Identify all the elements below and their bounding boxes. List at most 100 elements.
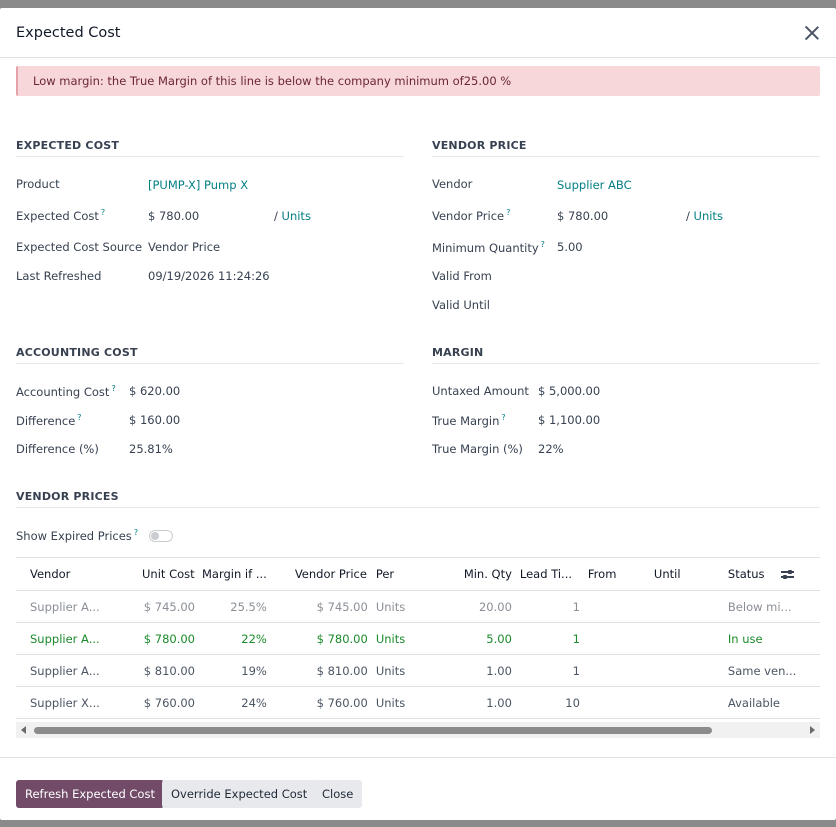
help-icon[interactable]: ?: [111, 384, 116, 393]
true-margin-pct-value: 22%: [538, 442, 564, 456]
cost-source-label: Expected Cost Source: [16, 240, 143, 254]
cell-vendor: Supplier X...: [16, 686, 124, 719]
override-expected-cost-button[interactable]: Override Expected Cost: [162, 780, 317, 808]
difference-pct-value: 25.81%: [129, 442, 173, 456]
cell-until: [653, 590, 728, 623]
cell-lead-time: 1: [511, 654, 580, 687]
cell-vendor-price: $ 780.00: [266, 622, 368, 655]
cell-margin: 24%: [195, 686, 267, 719]
vendor-price-value: $ 780.00: [557, 209, 609, 223]
column-settings-icon[interactable]: [780, 569, 794, 580]
cell-lead-time: 1: [511, 622, 580, 655]
cell-margin: 22%: [195, 622, 267, 655]
col-vendor-price[interactable]: Vendor Price: [266, 557, 368, 591]
true-margin-pct-label: True Margin (%): [432, 442, 523, 456]
cell-lead-time: 1: [511, 590, 580, 623]
vendor-price-label: Vendor Price?: [432, 208, 511, 223]
scroll-right-icon[interactable]: [810, 726, 815, 734]
col-lead-time[interactable]: Lead Ti...: [511, 557, 580, 591]
cell-vendor: Supplier A...: [16, 654, 124, 687]
cell-from: [579, 686, 654, 719]
dialog-title: Expected Cost: [16, 24, 121, 41]
table-row[interactable]: Supplier A... $ 745.00 25.5% $ 745.00 Un…: [16, 590, 820, 623]
show-expired-toggle[interactable]: [149, 530, 173, 542]
cell-until: [653, 622, 728, 655]
section-vendor-price: VENDOR PRICE: [432, 139, 820, 157]
dialog-footer: Refresh Expected Cost Override Expected …: [0, 757, 836, 812]
col-per[interactable]: Per: [367, 557, 464, 591]
vendor-link[interactable]: Supplier ABC: [557, 178, 632, 192]
help-icon[interactable]: ?: [100, 208, 106, 217]
valid-from-label: Valid From: [432, 269, 492, 283]
table-row[interactable]: Supplier X... $ 760.00 24% $ 760.00 Unit…: [16, 686, 820, 719]
cell-status: Available: [727, 686, 820, 719]
last-refreshed-value: 09/19/2026 11:24:26: [148, 269, 270, 283]
refresh-expected-cost-button[interactable]: Refresh Expected Cost: [16, 780, 164, 808]
col-until[interactable]: Until: [653, 557, 728, 591]
accounting-cost-label: Accounting Cost?: [16, 384, 116, 399]
cell-min-qty: 1.00: [463, 654, 512, 687]
cell-per: Units: [367, 654, 464, 687]
section-accounting-cost: ACCOUNTING COST: [16, 346, 404, 364]
cell-vendor-price: $ 745.00: [266, 590, 368, 623]
true-margin-value: $ 1,100.00: [538, 413, 601, 427]
cell-vendor-price: $ 810.00: [266, 654, 368, 687]
cost-source-value: Vendor Price: [148, 240, 221, 254]
cell-unit-cost: $ 745.00: [124, 590, 195, 623]
section-expected-cost: EXPECTED COST: [16, 139, 404, 157]
cell-unit-cost: $ 760.00: [124, 686, 195, 719]
help-icon[interactable]: ?: [506, 208, 511, 217]
product-label: Product: [16, 177, 60, 191]
cell-vendor: Supplier A...: [16, 622, 124, 655]
col-min-qty[interactable]: Min. Qty: [463, 557, 512, 591]
difference-label: Difference?: [16, 413, 82, 428]
col-from[interactable]: From: [579, 557, 654, 591]
close-icon[interactable]: [804, 25, 820, 41]
cell-status: In use: [727, 622, 820, 655]
cell-from: [579, 622, 654, 655]
dialog-header: Expected Cost: [0, 8, 836, 58]
table-header-row: Vendor Unit Cost Margin if ... Vendor Pr…: [16, 557, 820, 591]
show-expired-label: Show Expired Prices?: [16, 528, 139, 543]
scroll-left-icon[interactable]: [21, 726, 26, 734]
close-button[interactable]: Close: [313, 780, 363, 808]
help-icon[interactable]: ?: [77, 413, 82, 422]
help-icon[interactable]: ?: [133, 528, 139, 537]
col-vendor[interactable]: Vendor: [16, 557, 124, 591]
cell-status: Below mi...: [727, 590, 820, 623]
col-status[interactable]: Status: [727, 557, 820, 591]
cell-min-qty: 1.00: [463, 686, 512, 719]
scrollbar-thumb[interactable]: [34, 727, 712, 734]
table-row[interactable]: Supplier A... $ 810.00 19% $ 810.00 Unit…: [16, 654, 820, 687]
product-link[interactable]: [PUMP-X] Pump X: [148, 178, 249, 192]
cell-per: Units: [367, 686, 464, 719]
col-unit-cost[interactable]: Unit Cost: [124, 557, 195, 591]
cell-min-qty: 5.00: [463, 622, 512, 655]
cell-status: Same ven...: [727, 654, 820, 687]
cell-unit-cost: $ 810.00: [124, 654, 195, 687]
vendor-price-uom: / Units: [686, 209, 723, 223]
low-margin-alert: Low margin: the True Margin of this line…: [16, 66, 820, 96]
cell-vendor: Supplier A...: [16, 590, 124, 623]
difference-pct-label: Difference (%): [16, 442, 99, 456]
cell-until: [653, 686, 728, 719]
cell-margin: 25.5%: [195, 590, 267, 623]
cell-unit-cost: $ 780.00: [124, 622, 195, 655]
table-row[interactable]: Supplier A... $ 780.00 22% $ 780.00 Unit…: [16, 622, 820, 655]
last-refreshed-label: Last Refreshed: [16, 269, 102, 283]
difference-value: $ 160.00: [129, 413, 181, 427]
cell-from: [579, 590, 654, 623]
cell-per: Units: [367, 622, 464, 655]
expected-cost-value: $ 780.00: [148, 209, 200, 223]
horizontal-scrollbar[interactable]: [16, 722, 820, 738]
col-margin-if[interactable]: Margin if ...: [195, 557, 267, 591]
cell-lead-time: 10: [511, 686, 580, 719]
untaxed-amount-value: $ 5,000.00: [538, 384, 601, 398]
help-icon[interactable]: ?: [501, 413, 506, 422]
cell-until: [653, 654, 728, 687]
cell-margin: 19%: [195, 654, 267, 687]
vendor-prices-table: Vendor Unit Cost Margin if ... Vendor Pr…: [16, 557, 820, 719]
help-icon[interactable]: ?: [540, 240, 545, 249]
expected-cost-label: Expected Cost?: [16, 208, 106, 223]
untaxed-amount-label: Untaxed Amount: [432, 384, 529, 398]
